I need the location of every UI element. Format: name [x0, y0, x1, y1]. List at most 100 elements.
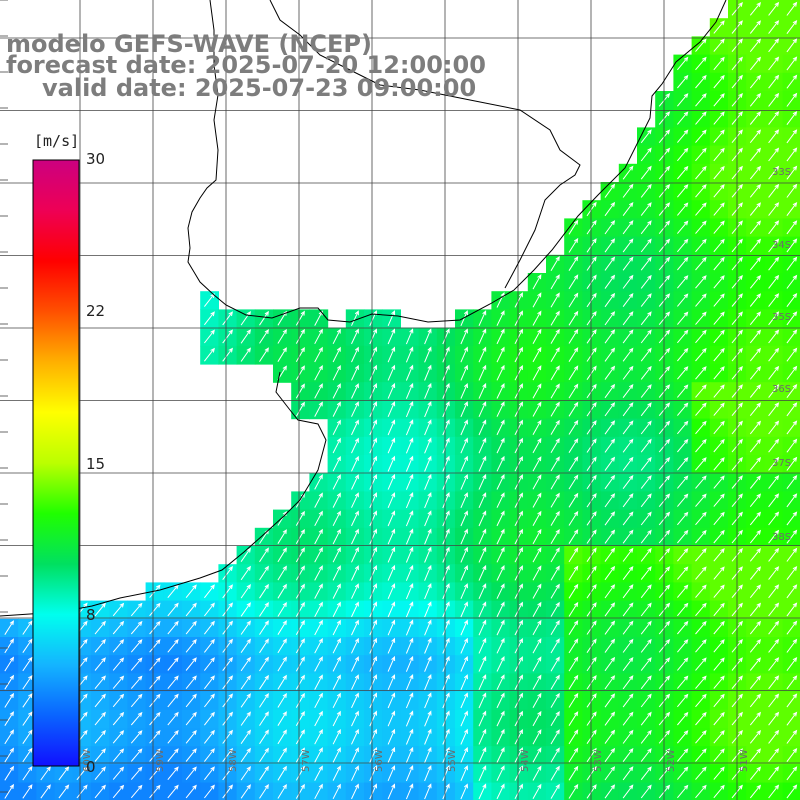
wind-arrow: [222, 656, 233, 671]
wind-arrow: [550, 583, 560, 599]
wind-arrow: [424, 601, 432, 618]
wind-arrow: [387, 637, 396, 654]
wind-arrow: [713, 438, 725, 453]
wind-arrow: [640, 311, 652, 326]
wind-arrow: [604, 693, 616, 708]
wind-arrow: [568, 529, 579, 544]
wind-arrow: [185, 584, 197, 599]
wind-arrow: [514, 565, 523, 581]
wind-arrow: [460, 401, 468, 418]
wind-arrow: [749, 693, 762, 708]
wind-arrow: [240, 583, 251, 599]
wind-arrow: [786, 493, 798, 508]
wind-arrow: [604, 602, 616, 617]
wind-arrow: [478, 473, 487, 490]
wind-arrow: [295, 583, 305, 599]
wind-arrow: [314, 747, 323, 763]
wind-arrow: [677, 293, 689, 307]
wind-arrow: [713, 256, 725, 271]
wind-arrow: [460, 364, 468, 381]
wind-arrow: [640, 202, 652, 216]
wind-arrow: [622, 438, 634, 453]
wind-arrow: [622, 584, 634, 599]
wind-arrow: [568, 547, 579, 563]
wind-arrow: [405, 382, 414, 399]
wind-arrow: [695, 457, 707, 471]
wind-arrow: [204, 311, 215, 326]
wind-arrow: [768, 183, 780, 198]
wind-arrow: [351, 728, 359, 745]
wind-arrow: [749, 420, 762, 435]
wind-arrow: [369, 583, 377, 600]
wind-arrow: [40, 766, 51, 781]
wind-arrow: [424, 746, 432, 763]
wind-arrow: [496, 728, 505, 745]
wind-arrow: [695, 566, 707, 580]
wind-arrow: [640, 147, 652, 162]
wind-arrow: [460, 601, 468, 618]
wind-arrow: [167, 675, 179, 690]
wind-arrow: [460, 637, 468, 654]
wind-arrow: [496, 674, 505, 690]
wind-arrow: [786, 110, 798, 125]
wind-arrow: [768, 74, 780, 89]
wind-arrow: [514, 583, 523, 599]
wind-arrow: [677, 74, 689, 89]
wind-arrow: [677, 711, 689, 726]
wind-arrow: [222, 602, 233, 617]
wind-arrow: [496, 455, 505, 472]
wind-arrow: [622, 420, 634, 435]
wind-arrow: [713, 311, 725, 325]
wind-arrow: [240, 765, 251, 781]
wind-arrow: [149, 639, 161, 653]
wind-arrow: [749, 639, 762, 653]
wind-arrow: [314, 637, 323, 654]
wind-arrow: [314, 328, 323, 345]
wind-arrow: [768, 56, 780, 71]
wind-arrow: [749, 256, 762, 271]
wind-arrow: [550, 401, 560, 417]
wind-arrow: [749, 584, 762, 599]
wind-arrow: [405, 510, 414, 527]
wind-arrow: [22, 711, 33, 726]
wind-arrow: [259, 674, 269, 690]
wind-arrow: [277, 747, 287, 763]
wind-arrow: [314, 565, 323, 581]
wind-arrow: [768, 92, 780, 107]
wind-arrow: [332, 492, 341, 508]
wind-arrow: [424, 328, 432, 345]
wind-arrow: [204, 620, 215, 635]
wind-arrow: [677, 165, 689, 180]
wind-arrow: [713, 784, 725, 799]
wind-arrow: [94, 693, 106, 708]
wind-arrow: [295, 729, 305, 745]
wind-arrow: [369, 419, 377, 436]
wind-arrow: [22, 620, 33, 635]
wind-arrow: [387, 455, 396, 472]
wind-arrow: [369, 783, 377, 800]
wind-arrow: [185, 784, 197, 799]
wind-arrow: [332, 328, 341, 345]
wind-arrow: [713, 548, 725, 562]
wind-arrow: [369, 492, 377, 509]
wind-arrow: [622, 675, 634, 690]
wind-arrow: [677, 402, 689, 416]
wind-arrow: [76, 766, 88, 781]
wind-arrow: [786, 165, 798, 180]
wind-arrow: [332, 346, 341, 363]
wind-arrow: [586, 219, 597, 235]
wind-arrow: [749, 384, 762, 398]
wind-arrow: [604, 292, 616, 308]
wind-arrow: [768, 347, 780, 362]
wind-arrow: [478, 510, 487, 527]
wind-arrow: [22, 729, 33, 744]
wind-arrow: [640, 529, 652, 544]
wind-arrow: [786, 729, 798, 744]
wind-arrow: [532, 583, 542, 599]
wind-arrow: [550, 419, 560, 435]
wind-arrow: [496, 419, 505, 436]
wind-arrow: [369, 546, 377, 563]
wind-arrow: [58, 766, 70, 781]
wind-arrow: [695, 366, 707, 380]
